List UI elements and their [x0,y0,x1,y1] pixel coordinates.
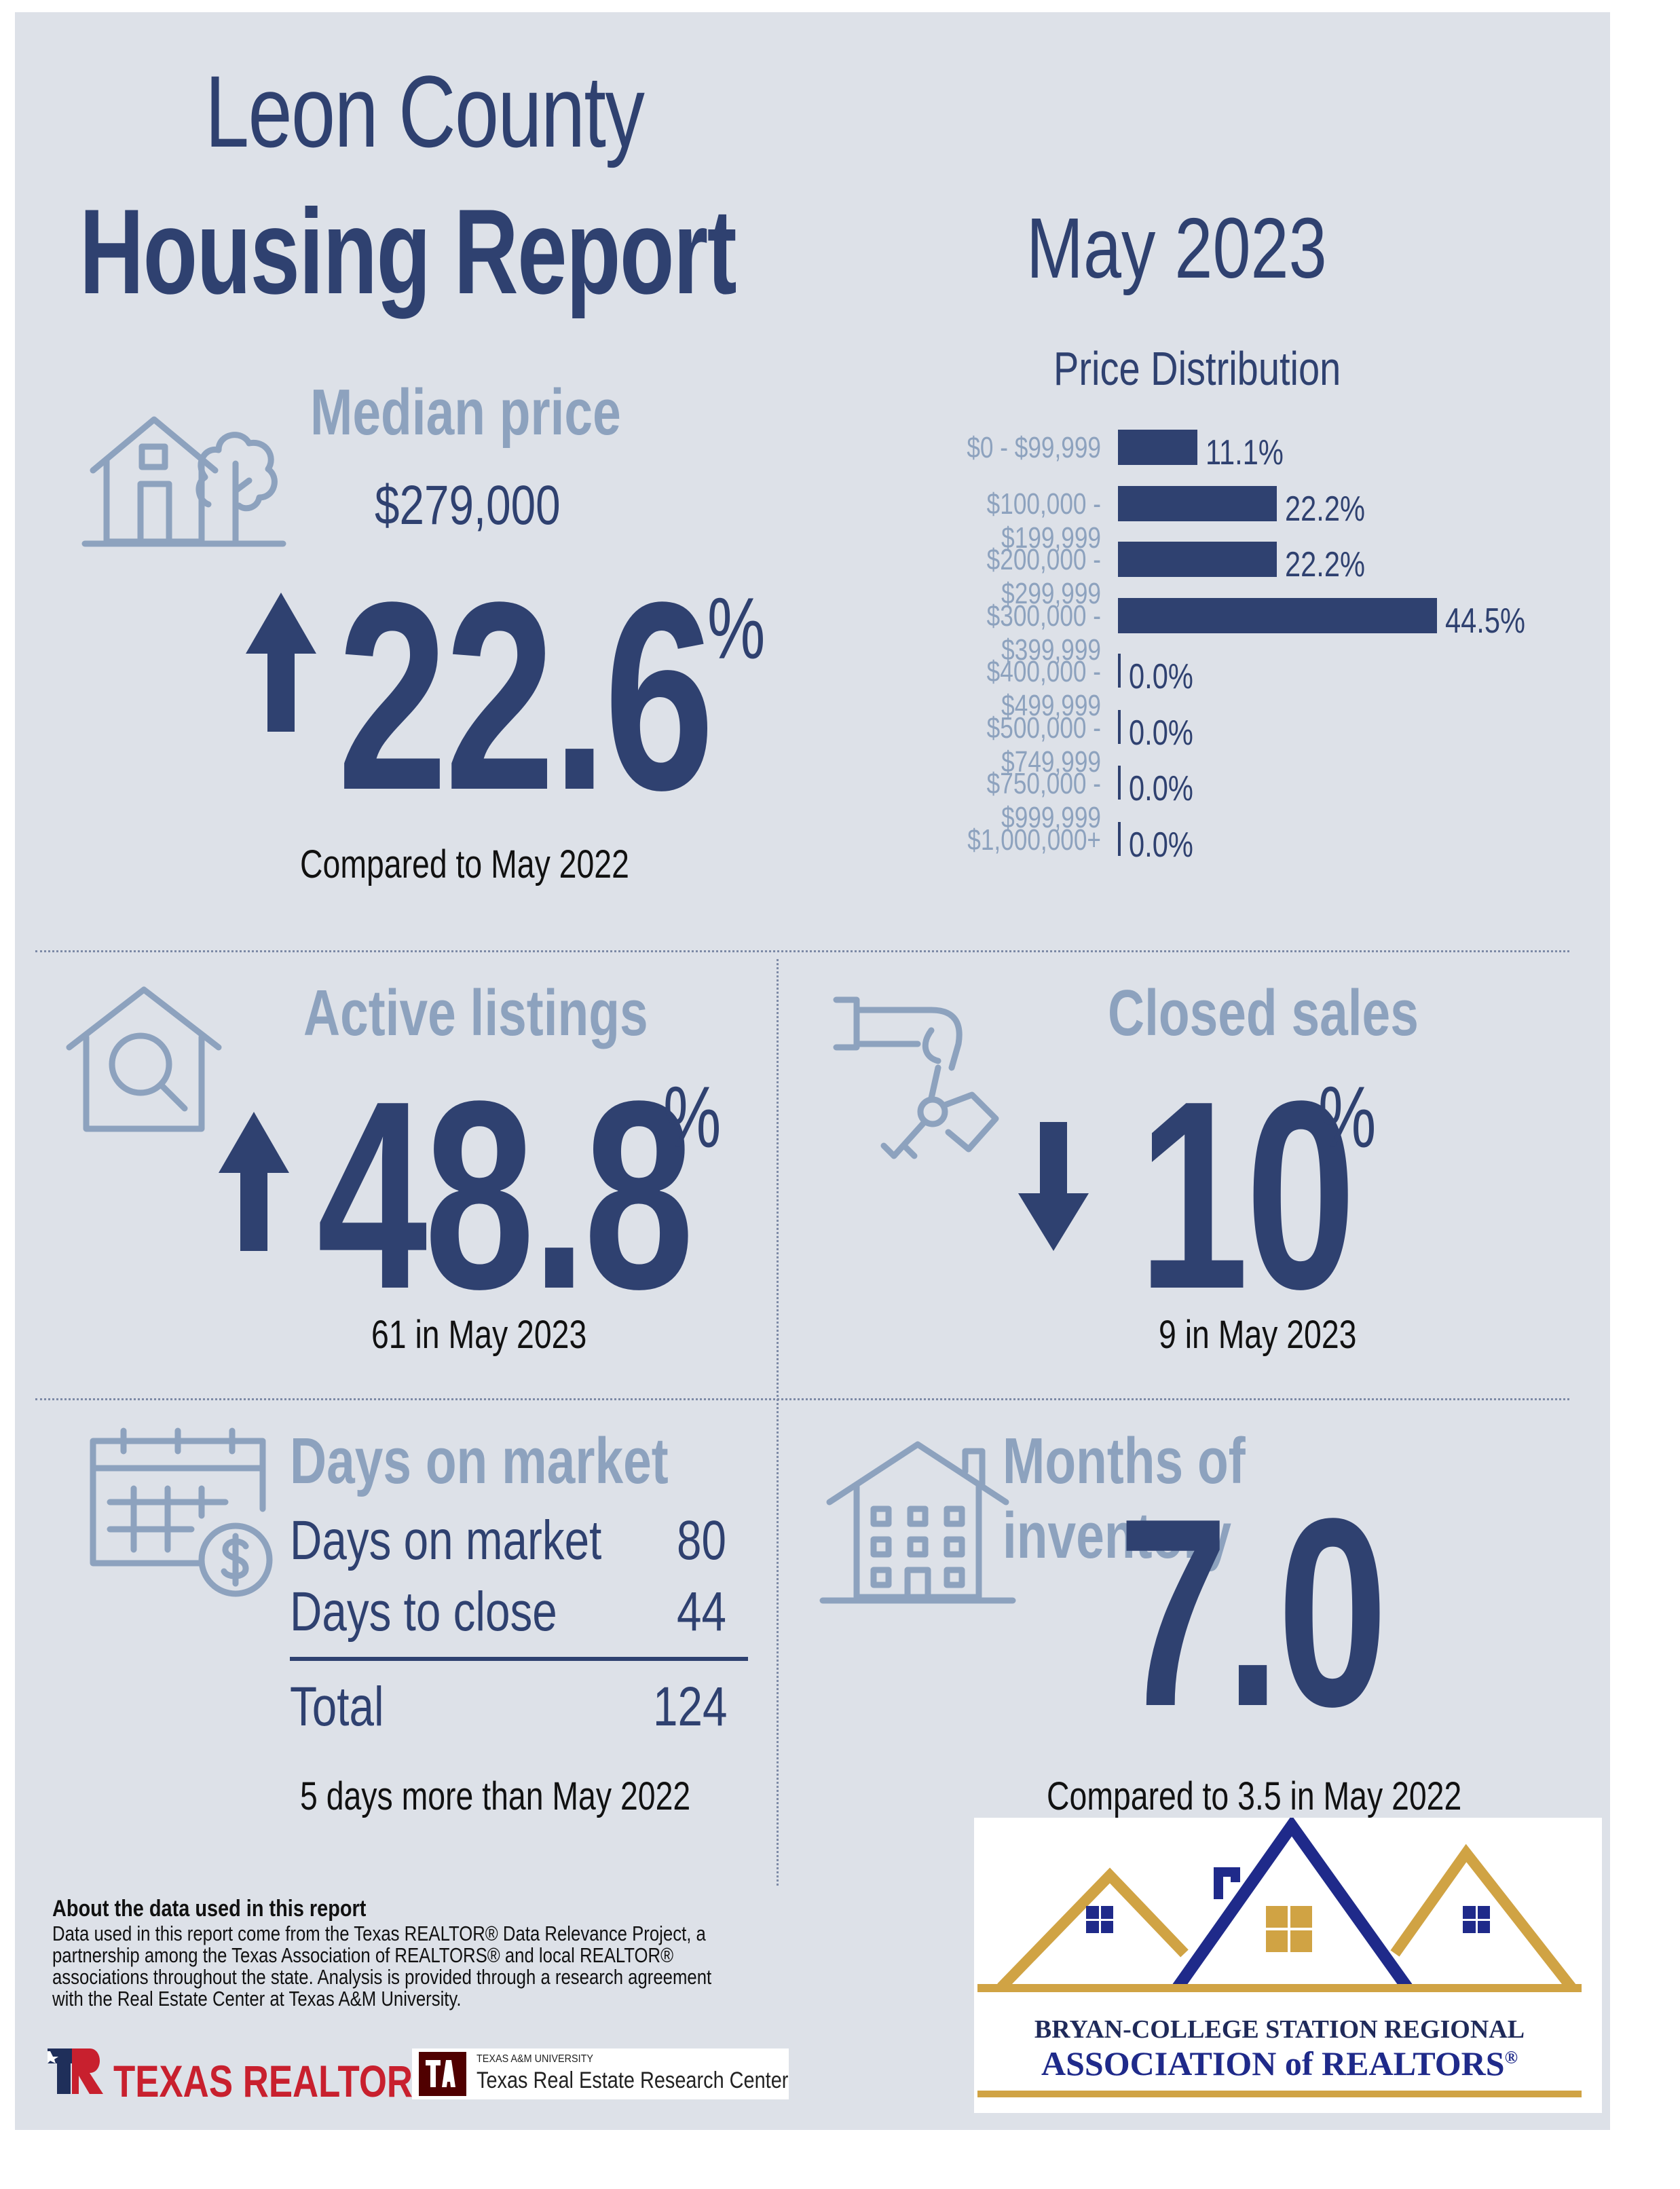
active-change-pct: 48.8 [317,1045,694,1345]
dtc-row-label: Days to close [290,1581,557,1643]
months-inventory-value: 7.0 [1118,1462,1387,1762]
active-caption: 61 in May 2023 [371,1313,587,1357]
price-bar [1118,766,1121,800]
price-range-label: $750,000 - $999,999 [986,767,1101,834]
price-bar [1118,654,1121,688]
price-distribution-chart: $0 - $99,999 11.1% $100,000 - $199,999 22.2… [15,12,1610,895]
price-range-label: $0 - $99,999 [967,431,1101,464]
title-county: Leon County [205,54,645,168]
price-bar-value: 0.0% [1129,657,1193,696]
price-bar-value: 0.0% [1129,825,1193,865]
down-arrow-icon [1018,1122,1089,1251]
house-search-icon [66,986,222,1132]
total-label: Total [290,1676,384,1738]
total-value: 124 [653,1676,728,1738]
price-bar-value: 0.0% [1129,769,1193,808]
hand-key-icon [833,996,999,1159]
up-arrow-icon [219,1112,289,1251]
days-on-market-label: Days on market [290,1425,669,1497]
closed-change-pct: 10 [1138,1045,1356,1345]
divider-vertical [777,959,779,1886]
price-bar [1118,542,1277,577]
tamu-logo-icon [419,2052,466,2096]
dom-row-value: 80 [677,1510,726,1571]
active-listings-label: Active listings [303,977,648,1049]
apartment-icon [819,1441,1016,1604]
tamu-logo-box [412,2048,789,2099]
tamu-center-text: Texas Real Estate Research Center [477,2068,789,2093]
price-range-label: $300,000 - $399,999 [986,599,1101,667]
price-bar [1118,597,1437,633]
dom-caption: 5 days more than May 2022 [300,1774,691,1818]
price-bar-value: 0.0% [1129,713,1193,753]
price-bar [1118,430,1198,465]
total-rule [290,1657,748,1661]
association-logo: BRYAN-COLLEGE STATION REGIONAL ASSOCIATI… [974,1818,1602,2113]
association-line1: BRYAN-COLLEGE STATION REGIONAL [1034,2015,1525,2044]
price-bar [1118,821,1121,856]
divider-top [35,950,1569,952]
dom-row-label: Days on market [290,1510,602,1571]
months-inventory-label: Months of inventory [1003,1425,1246,1572]
divider-middle [35,1398,1569,1400]
title-report: Housing Report [79,184,737,319]
dtc-row-value: 44 [677,1581,726,1643]
price-bar [1118,709,1121,744]
median-price-label: Median price [310,376,621,449]
notes-body: Data used in this report come from the T… [52,1922,712,2010]
median-change-pct: 22.6 [337,546,715,846]
calendar-dollar-icon [90,1427,273,1597]
price-range-label: $100,000 - $199,999 [986,487,1101,555]
notes-heading: About the data used in this report [52,1896,367,1922]
up-arrow-icon [246,593,316,732]
association-line2: ASSOCIATION of REALTORS® [981,2044,1578,2083]
price-bar-value: 22.2% [1285,545,1366,584]
price-bar-value: 11.1% [1206,433,1284,472]
association-houses-icon [997,1818,1576,1991]
texas-realtors-text: TEXAS REALTORS [113,2056,437,2106]
median-price-value: $279,000 [375,474,561,536]
price-range-label: $400,000 - $499,999 [986,655,1101,722]
median-caption: Compared to May 2022 [300,842,629,886]
median-pct-sign: % [707,580,766,677]
active-pct-sign: % [663,1069,722,1166]
report-page: Leon County Housing Report May 2023 Medi… [15,12,1610,2130]
house-tree-icon [81,416,286,547]
association-reg: ® [1504,2047,1518,2068]
price-range-label: $1,000,000+ [967,823,1101,857]
closed-sales-label: Closed sales [1108,977,1419,1049]
months-caption: Compared to 3.5 in May 2022 [1047,1774,1462,1818]
price-range-label: $500,000 - $749,999 [986,711,1101,779]
association-bottom-rule [977,2091,1582,2097]
closed-caption: 9 in May 2023 [1159,1313,1357,1357]
association-top-rule [977,1984,1582,1992]
tamu-small-text: TEXAS A&M UNIVERSITY [477,2053,594,2065]
association-name: ASSOCIATION of REALTORS [1041,2044,1505,2082]
texas-realtors-logo-icon [48,2048,103,2094]
closed-pct-sign: % [1318,1069,1377,1166]
price-bar [1118,485,1277,521]
price-range-label: $200,000 - $299,999 [986,543,1101,610]
report-period: May 2023 [1026,200,1327,296]
price-distribution-title: Price Distribution [1053,342,1341,395]
price-bar-value: 22.2% [1285,489,1366,529]
price-bar-value: 44.5% [1445,601,1525,641]
